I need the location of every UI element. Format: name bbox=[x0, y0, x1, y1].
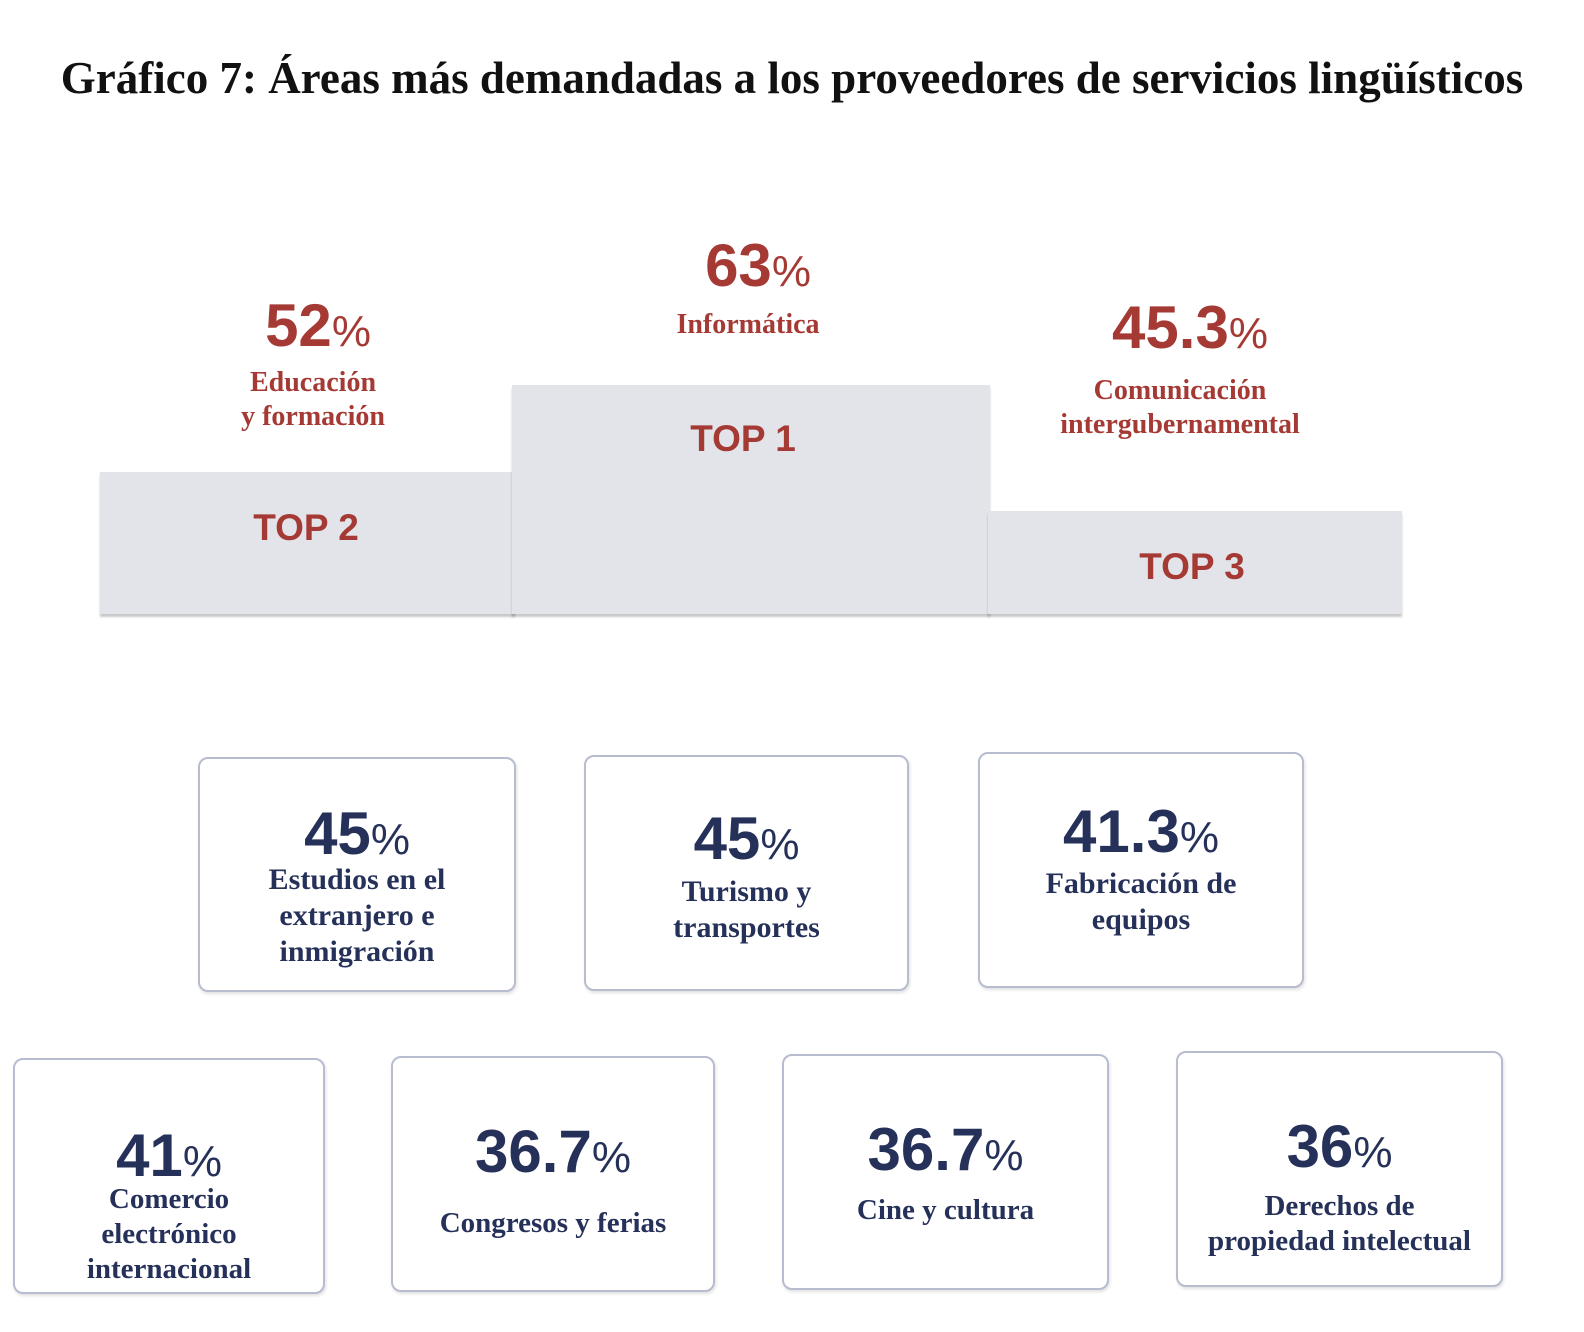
category-label-top-2: Educación y formación bbox=[241, 367, 385, 432]
podium-step-top-3 bbox=[988, 511, 1402, 614]
page-title: Gráfico 7: Áreas más demandadas a los pr… bbox=[60, 53, 1524, 103]
category-label: Turismo y transportes bbox=[673, 875, 820, 944]
category-label: Derechos de propiedad intelectual bbox=[1208, 1190, 1471, 1257]
category-label: Estudios en el extranjero e inmigración bbox=[268, 863, 446, 968]
value-label: 41% bbox=[116, 1122, 222, 1189]
value-label: 36.7% bbox=[475, 1118, 631, 1185]
category-card: 36% Derechos de propiedad intelectual bbox=[1176, 1051, 1503, 1287]
category-label-top-3: Comunicación intergubernamental bbox=[1060, 375, 1300, 440]
category-label: Congresos y ferias bbox=[439, 1207, 667, 1239]
category-card: 36.7% Congresos y ferias bbox=[391, 1056, 715, 1292]
category-label-top-1: Informática bbox=[676, 309, 820, 340]
podium-step-top-2 bbox=[100, 472, 515, 614]
value-label-top-2: 52% bbox=[265, 292, 371, 359]
value-label: 36% bbox=[1286, 1113, 1393, 1180]
value-label-top-1: 63% bbox=[705, 232, 811, 299]
category-card: 41% Comercio electrónico internacional bbox=[13, 1058, 325, 1294]
rank-label-top-2: TOP 2 bbox=[253, 507, 359, 548]
value-label: 45% bbox=[693, 805, 800, 872]
category-card: 41.3% Fabricación de equipos bbox=[978, 752, 1304, 988]
podium-step-top-1 bbox=[512, 385, 990, 614]
category-label: Comercio electrónico internacional bbox=[86, 1183, 252, 1285]
category-card: 45% Turismo y transportes bbox=[584, 755, 909, 991]
rank-label-top-1: TOP 1 bbox=[690, 418, 796, 459]
category-card: 36.7% Cine y cultura bbox=[782, 1054, 1109, 1290]
category-label: Cine y cultura bbox=[856, 1194, 1035, 1226]
value-label: 36.7% bbox=[867, 1116, 1024, 1183]
value-label: 41.3% bbox=[1063, 798, 1219, 865]
category-card: 45% Estudios en el extranjero e inmigració… bbox=[198, 757, 516, 992]
category-label: Fabricación de equipos bbox=[1045, 867, 1237, 936]
rank-label-top-3: TOP 3 bbox=[1139, 546, 1245, 587]
value-label-top-3: 45.3% bbox=[1112, 294, 1268, 361]
value-label: 45% bbox=[304, 800, 410, 867]
